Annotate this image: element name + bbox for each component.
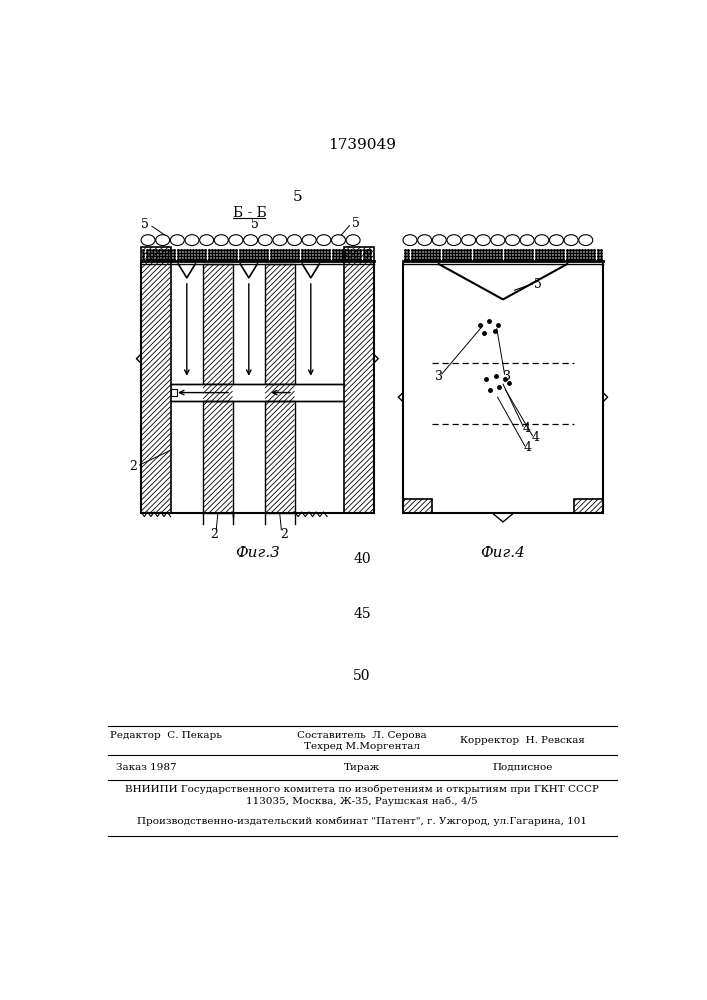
Text: 1739049: 1739049 — [328, 138, 396, 152]
Bar — [573, 499, 603, 513]
Ellipse shape — [229, 235, 243, 246]
Text: 3: 3 — [435, 370, 443, 383]
Ellipse shape — [288, 235, 301, 246]
Bar — [141, 247, 170, 513]
Ellipse shape — [418, 235, 431, 246]
Bar — [403, 499, 433, 513]
Ellipse shape — [491, 235, 505, 246]
Ellipse shape — [156, 235, 170, 246]
Ellipse shape — [273, 235, 287, 246]
Bar — [203, 401, 233, 513]
Text: 45: 45 — [353, 607, 370, 621]
Ellipse shape — [535, 235, 549, 246]
Text: Фиг.4: Фиг.4 — [481, 546, 525, 560]
Ellipse shape — [185, 235, 199, 246]
Text: 2: 2 — [210, 528, 218, 541]
Bar — [573, 499, 603, 513]
Text: Подписное: Подписное — [492, 763, 553, 772]
Ellipse shape — [432, 235, 446, 246]
Text: 2: 2 — [280, 528, 288, 541]
Text: 2: 2 — [129, 460, 137, 473]
Text: Тираж: Тираж — [344, 763, 380, 772]
Text: Редактор  С. Пекарь: Редактор С. Пекарь — [110, 731, 222, 740]
Ellipse shape — [214, 235, 228, 246]
Text: 3: 3 — [503, 370, 511, 383]
Bar — [141, 247, 170, 513]
Ellipse shape — [403, 235, 417, 246]
Ellipse shape — [258, 235, 272, 246]
Ellipse shape — [170, 235, 185, 246]
Ellipse shape — [549, 235, 563, 246]
Text: 4: 4 — [532, 431, 539, 444]
Ellipse shape — [199, 235, 214, 246]
Bar — [403, 499, 433, 513]
Text: Фиг.3: Фиг.3 — [235, 546, 280, 560]
Bar — [344, 247, 373, 513]
Bar — [265, 264, 295, 384]
Text: Производственно-издательский комбинат "Патент", г. Ужгород, ул.Гагарина, 101: Производственно-издательский комбинат "П… — [137, 817, 587, 826]
Ellipse shape — [564, 235, 578, 246]
Bar — [265, 384, 295, 401]
Text: Техред М.Моргентал: Техред М.Моргентал — [304, 742, 420, 751]
Ellipse shape — [506, 235, 520, 246]
Text: 5: 5 — [141, 218, 149, 231]
Text: Заказ 1987: Заказ 1987 — [116, 763, 177, 772]
Bar — [265, 264, 295, 384]
Text: 4: 4 — [522, 422, 530, 434]
Text: 5: 5 — [293, 190, 303, 204]
Ellipse shape — [332, 235, 346, 246]
Bar — [203, 401, 233, 513]
Ellipse shape — [447, 235, 461, 246]
Text: Корректор  Н. Ревская: Корректор Н. Ревская — [460, 736, 585, 745]
Ellipse shape — [579, 235, 592, 246]
Bar — [170, 389, 177, 396]
Text: 5: 5 — [352, 217, 360, 230]
Ellipse shape — [302, 235, 316, 246]
Ellipse shape — [462, 235, 476, 246]
Ellipse shape — [141, 235, 155, 246]
Ellipse shape — [317, 235, 331, 246]
Text: 50: 50 — [354, 669, 370, 683]
Bar — [203, 384, 233, 401]
Bar — [265, 401, 295, 513]
Text: 40: 40 — [353, 552, 370, 566]
Ellipse shape — [244, 235, 257, 246]
Text: 4: 4 — [524, 441, 532, 454]
Ellipse shape — [477, 235, 490, 246]
Text: 5: 5 — [534, 278, 542, 291]
Ellipse shape — [346, 235, 360, 246]
Bar — [344, 247, 373, 513]
Bar — [203, 264, 233, 384]
Text: Составитель  Л. Серова: Составитель Л. Серова — [297, 731, 427, 740]
Bar — [265, 401, 295, 513]
Text: ВНИИПИ Государственного комитета по изобретениям и открытиям при ГКНТ СССР: ВНИИПИ Государственного комитета по изоб… — [125, 785, 599, 794]
Text: Б - Б: Б - Б — [233, 206, 267, 220]
Ellipse shape — [520, 235, 534, 246]
Bar — [203, 384, 233, 401]
Bar — [265, 384, 295, 401]
Text: 5: 5 — [251, 218, 259, 231]
Bar — [203, 264, 233, 384]
Text: 113035, Москва, Ж-35, Раушская наб., 4/5: 113035, Москва, Ж-35, Раушская наб., 4/5 — [246, 796, 478, 806]
